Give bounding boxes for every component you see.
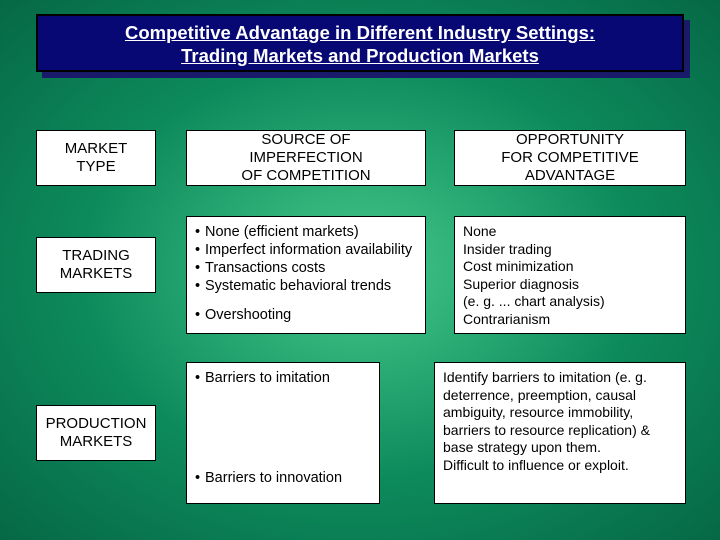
title-line2: Trading Markets and Production Markets <box>181 45 539 66</box>
production-sources: •Barriers to imitation •Barriers to inno… <box>186 362 380 504</box>
trading-opportunities: None Insider trading Cost minimization S… <box>454 216 686 334</box>
header-opportunity: OPPORTUNITY FOR COMPETITIVE ADVANTAGE <box>454 130 686 186</box>
title-line1: Competitive Advantage in Different Indus… <box>125 22 595 43</box>
header-market-type: MARKET TYPE <box>36 130 156 186</box>
row-label-production: PRODUCTION MARKETS <box>36 405 156 461</box>
production-opportunities: Identify barriers to imitation (e. g. de… <box>434 362 686 504</box>
title-box: Competitive Advantage in Different Indus… <box>36 14 684 72</box>
row-label-trading: TRADING MARKETS <box>36 237 156 293</box>
header-source-imperfection: SOURCE OF IMPERFECTION OF COMPETITION <box>186 130 426 186</box>
trading-sources: •None (efficient markets) •Imperfect inf… <box>186 216 426 334</box>
slide-title: Competitive Advantage in Different Indus… <box>36 14 684 72</box>
